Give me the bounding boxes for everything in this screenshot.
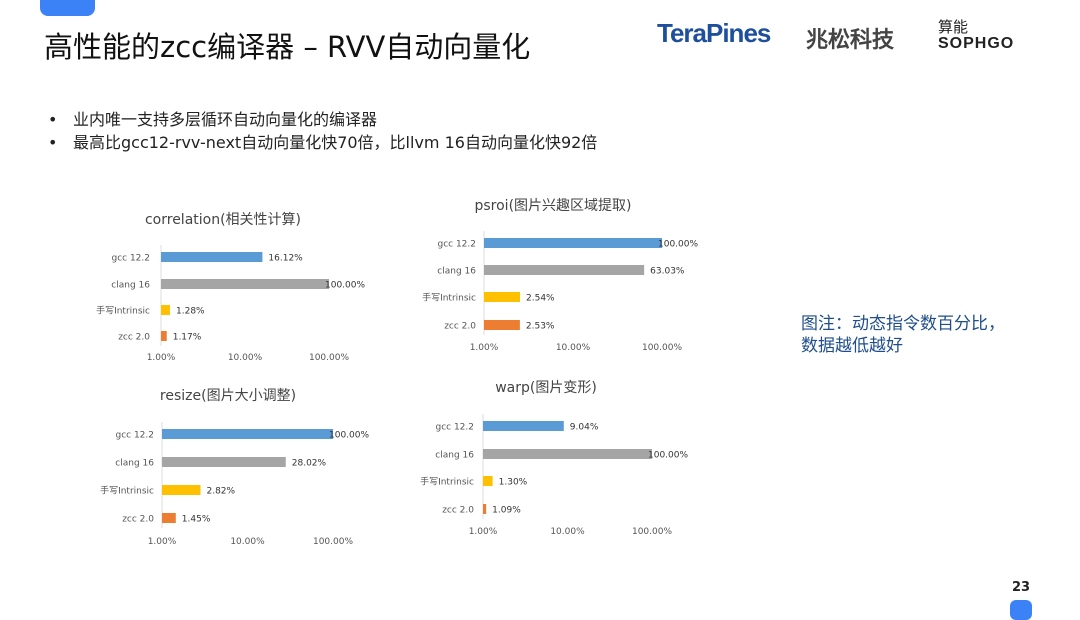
value-label: 1.30%	[499, 478, 528, 488]
category-label: zcc 2.0	[442, 506, 474, 516]
bar-0	[162, 429, 333, 439]
bar-2	[484, 292, 521, 302]
bar-2	[161, 305, 171, 315]
category-label: gcc 12.2	[111, 254, 150, 264]
bar-1	[161, 279, 329, 289]
category-label: gcc 12.2	[435, 423, 474, 433]
bar-3	[161, 331, 167, 341]
bullet-item: 最高比gcc12-rvv-next自动向量化快70倍，比llvm 16自动向量化…	[48, 131, 597, 154]
bullet-list: 业内唯一支持多层循环自动向量化的编译器 最高比gcc12-rvv-next自动向…	[48, 108, 597, 154]
value-label: 63.03%	[650, 267, 685, 277]
bar-1	[162, 457, 286, 467]
legend-note: 图注：动态指令数百分比， 数据越低越好	[801, 313, 1005, 357]
bar-1	[483, 449, 652, 459]
value-label: 100.00%	[325, 281, 365, 291]
category-label: gcc 12.2	[437, 240, 476, 250]
note-line: 图注：动态指令数百分比，	[801, 314, 1005, 334]
category-label: zcc 2.0	[118, 333, 150, 343]
value-label: 1.45%	[182, 515, 211, 525]
page-number: 23	[1012, 580, 1031, 595]
bar-2	[483, 476, 493, 486]
value-label: 2.82%	[206, 487, 235, 497]
category-label: 手写Intrinsic	[100, 485, 154, 497]
category-label: zcc 2.0	[122, 515, 154, 525]
value-label: 2.54%	[526, 294, 555, 304]
value-label: 16.12%	[268, 254, 303, 264]
bar-3	[484, 320, 520, 330]
category-label: zcc 2.0	[444, 322, 476, 332]
category-label: clang 16	[111, 281, 150, 291]
x-tick-label: 10.00%	[230, 537, 265, 547]
x-tick-label: 10.00%	[228, 353, 263, 363]
category-label: clang 16	[435, 451, 474, 461]
sophgo-cn-logo: 算能	[938, 18, 969, 36]
x-tick-label: 1.00%	[148, 537, 177, 547]
chart-title: resize(图片大小调整)	[160, 388, 296, 404]
terapines-logo: TeraPines	[657, 18, 771, 48]
bar-0	[483, 421, 564, 431]
category-label: gcc 12.2	[115, 431, 154, 441]
value-label: 100.00%	[648, 451, 688, 461]
chart-title: correlation(相关性计算)	[145, 212, 301, 228]
value-label: 9.04%	[570, 423, 599, 433]
note-line: 数据越低越好	[801, 336, 903, 356]
bar-1	[484, 265, 645, 275]
category-label: clang 16	[115, 459, 154, 469]
category-label: 手写Intrinsic	[96, 305, 150, 317]
x-tick-label: 100.00%	[642, 343, 682, 353]
chart-title: psroi(图片兴趣区域提取)	[474, 198, 631, 214]
top-tab-decoration	[40, 0, 95, 16]
x-tick-label: 100.00%	[632, 527, 672, 537]
value-label: 100.00%	[658, 240, 698, 250]
value-label: 1.09%	[492, 506, 521, 516]
value-label: 100.00%	[329, 431, 369, 441]
value-label: 1.28%	[176, 307, 205, 317]
slide-title: 高性能的zcc编译器 – RVV自动向量化	[44, 30, 531, 64]
x-tick-label: 1.00%	[469, 527, 498, 537]
bar-3	[483, 504, 487, 514]
x-tick-label: 1.00%	[470, 343, 499, 353]
x-tick-label: 100.00%	[313, 537, 353, 547]
category-label: 手写Intrinsic	[420, 476, 474, 488]
bullet-item: 业内唯一支持多层循环自动向量化的编译器	[48, 108, 597, 131]
chart-title: warp(图片变形)	[495, 380, 597, 396]
bar-0	[484, 238, 662, 248]
sophgo-logo: SOPHGO	[938, 35, 1015, 52]
category-label: 手写Intrinsic	[422, 292, 476, 304]
bar-3	[162, 513, 176, 523]
terapines-cn-logo: 兆松科技	[806, 28, 895, 53]
x-tick-label: 100.00%	[309, 353, 349, 363]
x-tick-label: 10.00%	[550, 527, 585, 537]
bar-0	[161, 252, 263, 262]
value-label: 28.02%	[292, 459, 327, 469]
value-label: 1.17%	[173, 333, 202, 343]
x-tick-label: 1.00%	[147, 353, 176, 363]
x-tick-label: 10.00%	[556, 343, 591, 353]
value-label: 2.53%	[526, 322, 555, 332]
category-label: clang 16	[437, 267, 476, 277]
bar-2	[162, 485, 201, 495]
